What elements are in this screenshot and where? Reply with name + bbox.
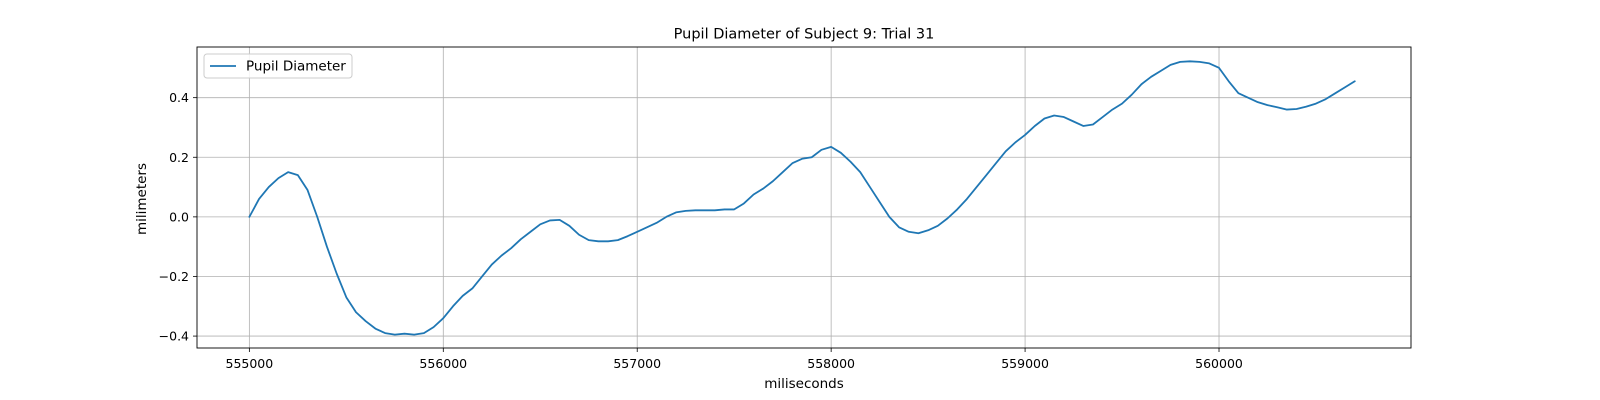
y-tick-label: 0.2 [169, 150, 189, 165]
x-tick-label: 560000 [1195, 356, 1243, 371]
y-tick-label: 0.4 [169, 90, 189, 105]
x-axis-label: miliseconds [764, 376, 844, 392]
y-tick-label: 0.0 [169, 209, 189, 224]
x-tick-label: 555000 [226, 356, 274, 371]
legend-label: Pupil Diameter [246, 59, 346, 75]
y-tick-label: −0.4 [159, 329, 189, 344]
x-axis: 555000 556000 557000 558000 559000 560000 [226, 348, 1243, 371]
grid [197, 47, 1411, 348]
y-axis-label: milimeters [134, 163, 150, 235]
legend-box [203, 53, 353, 79]
axes-frame [196, 46, 1412, 349]
plot-area [248, 60, 1356, 336]
y-axis: −0.4 −0.2 0.0 0.2 0.4 [159, 90, 197, 344]
x-tick-label: 559000 [1001, 356, 1049, 371]
x-tick-label: 557000 [613, 356, 661, 371]
chart-title: Pupil Diameter of Subject 9: Trial 31 [674, 27, 935, 43]
series-line-pupil-diameter [248, 60, 1356, 336]
y-tick-label: −0.2 [159, 269, 189, 284]
x-tick-label: 558000 [807, 356, 855, 371]
x-tick-label: 556000 [419, 356, 467, 371]
legend: Pupil Diameter [203, 53, 353, 79]
